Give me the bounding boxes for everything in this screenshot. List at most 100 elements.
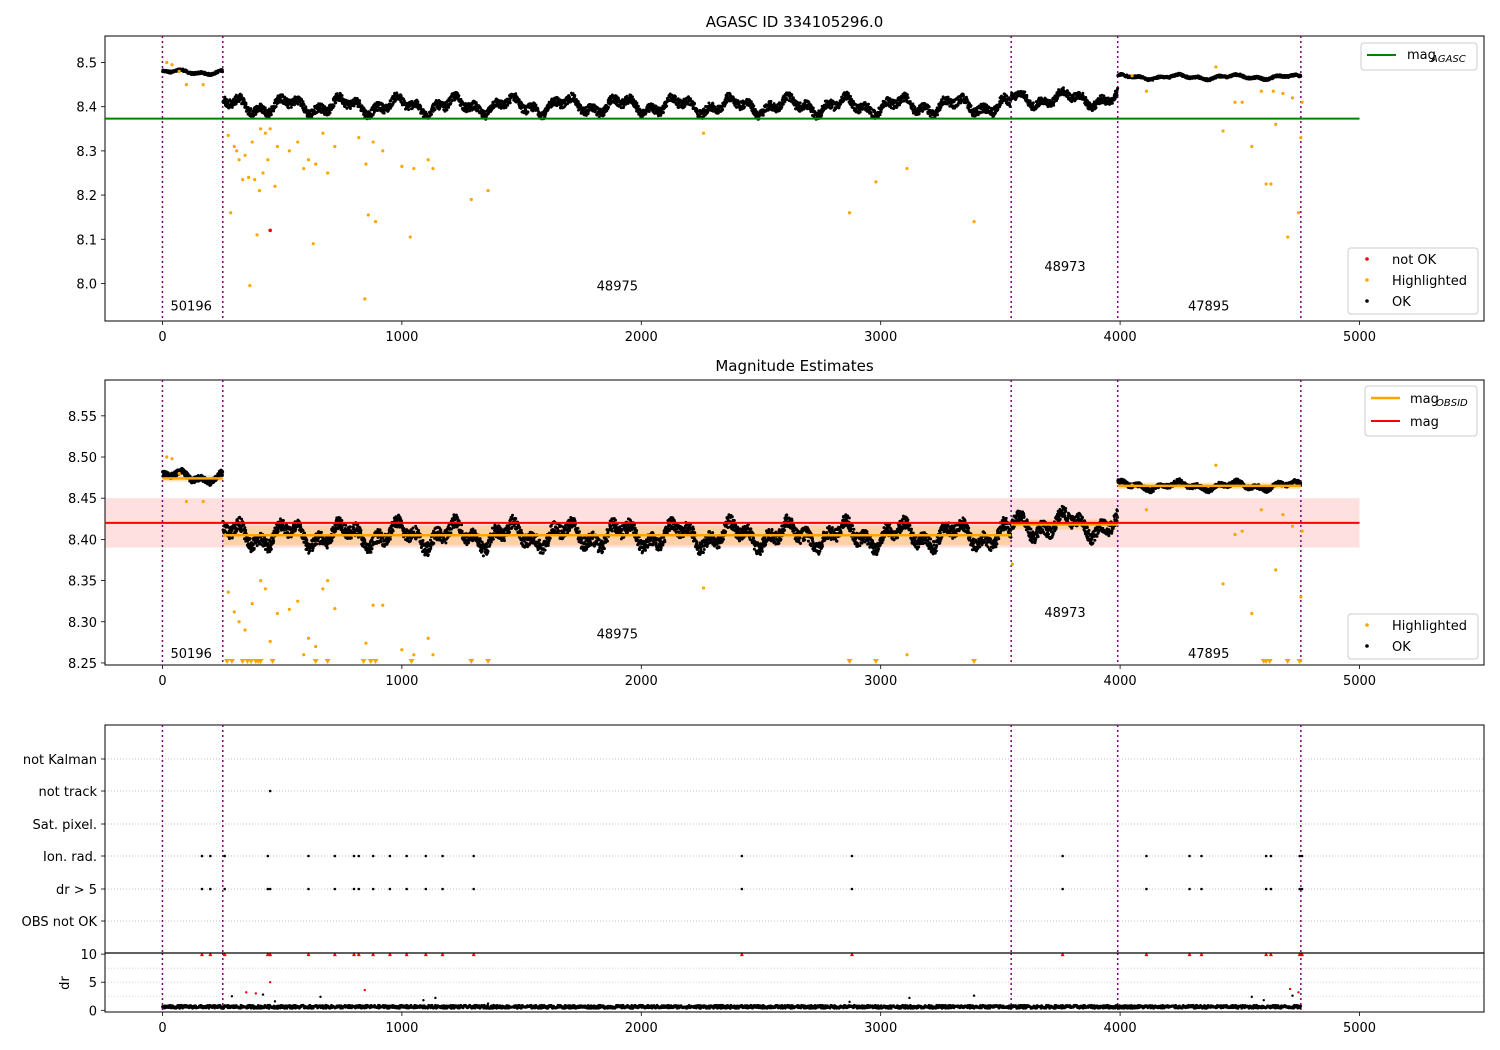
legend-subscript: AGASC [1430,54,1466,65]
highlighted-point [1233,100,1237,104]
highlighted-point [431,166,435,171]
ok-point [299,525,303,529]
obsid-label: 50196 [171,300,212,315]
ok-point [240,517,244,521]
ok-point [251,114,255,118]
ok-point [289,105,293,109]
ok-point [340,94,344,98]
ok-point [220,473,224,477]
ok-point [673,95,677,99]
ok-point [358,102,362,106]
ok-point [410,99,414,103]
ok-point [269,113,273,117]
ok-point [269,547,273,551]
ok-point [483,109,487,113]
ok-point [517,98,521,102]
highlighted-point [311,242,315,246]
ok-point [447,105,451,109]
highlighted-point [326,171,330,175]
highlighted-point [1296,211,1301,215]
ok-point [457,94,461,98]
x-tick-label: 2000 [625,330,658,345]
highlighted-point [1214,65,1218,69]
highlighted-point [248,284,252,288]
ok-point [221,70,225,74]
ok-point [243,526,247,530]
ok-point [586,112,590,116]
ok-point [281,518,285,522]
ok-point [335,92,339,96]
ok-point [946,95,950,99]
highlighted-point [381,149,385,153]
highlighted-point [275,144,279,149]
ok-point [769,99,773,103]
ok-point [742,105,746,109]
ok-point [430,112,434,116]
highlighted-point [701,131,706,135]
ok-point [449,102,453,106]
ok-point [239,93,243,97]
highlighted-point [366,213,370,217]
ok-point [227,537,231,541]
ok-point [587,108,591,112]
y-tick-label: 8.5 [76,57,97,72]
obsid-label: 48975 [597,280,638,295]
highlighted-point [1250,144,1254,149]
ok-point [321,108,325,112]
highlighted-point [363,297,367,301]
ok-point [416,100,420,104]
ok-point [693,102,697,106]
ok-point [632,98,636,102]
ok-point [1094,105,1098,109]
highlighted-point [1269,182,1273,186]
ok-point [334,101,338,105]
highlighted-point [469,197,473,202]
ok-point [866,102,870,106]
ok-point [1031,101,1035,105]
highlighted-point [306,158,311,162]
ok-point [962,94,966,98]
ok-point [345,106,349,110]
ok-point [1299,74,1303,78]
highlighted-point [1300,100,1304,104]
axes-frame [104,35,1485,322]
ok-point [602,113,606,117]
ok-point [879,110,883,114]
highlighted-point [253,178,257,182]
legend-label: Highlighted [1392,274,1467,289]
highlighted-point [232,144,236,149]
highlighted-point [1221,129,1225,133]
ok-point [244,102,248,106]
legend-marker [1365,257,1369,261]
ok-point [382,111,386,115]
highlighted-point [1240,100,1244,104]
ok-point [328,111,332,115]
ok-point [547,105,551,109]
ok-point [858,110,862,114]
ok-point [389,99,393,103]
ok-point [343,105,347,109]
highlighted-point [229,211,233,215]
legend-label: not OK [1392,253,1437,268]
ok-point [619,106,623,110]
highlighted-point [296,140,300,144]
ok-point [318,104,322,108]
legend-label: OK [1392,295,1411,310]
ok-point [287,106,291,110]
highlighted-point [237,158,241,162]
ok-point [869,111,873,115]
ok-point [304,105,308,109]
ok-point [630,95,634,99]
highlighted-point [1130,74,1134,78]
highlighted-point [408,235,412,239]
highlighted-point [177,69,181,73]
ok-point [1110,101,1114,105]
x-tick-label: 0 [158,330,166,345]
ok-point [661,111,665,115]
ok-point [508,101,512,105]
ok-point [534,103,538,107]
highlighted-point [1286,235,1290,239]
ok-point [811,106,815,110]
obsid-label: 47895 [1188,300,1229,315]
ok-point [1005,94,1009,98]
